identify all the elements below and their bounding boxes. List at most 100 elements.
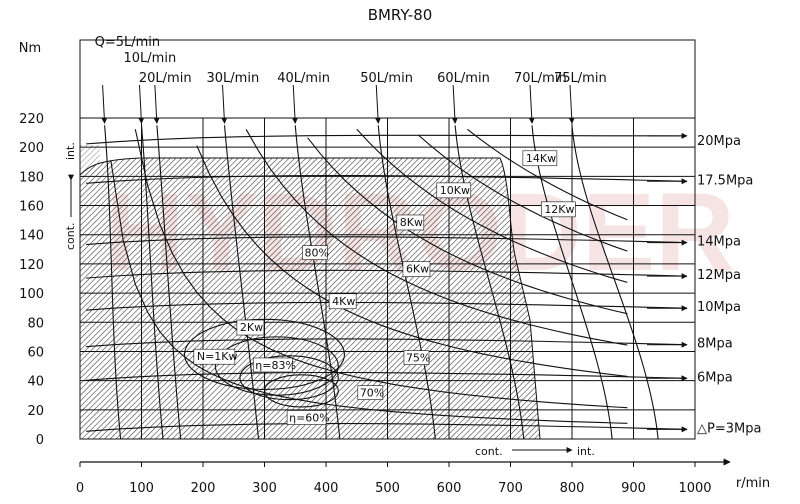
x-tick-label: 400 bbox=[314, 481, 339, 496]
power-label: 14Kw bbox=[526, 152, 556, 165]
flow-label: 70L/min bbox=[514, 71, 567, 86]
flow-arrow bbox=[138, 84, 145, 124]
y-tick-label: 40 bbox=[27, 375, 44, 390]
power-label-box: 14Kw bbox=[522, 150, 558, 167]
pressure-label: 6Mpa bbox=[697, 370, 733, 385]
x-axis-label: r/min bbox=[736, 476, 770, 491]
pressure-curve bbox=[86, 338, 688, 348]
x-tick-label: 600 bbox=[437, 481, 462, 496]
pressure-label: 20Mpa bbox=[697, 134, 741, 149]
chart-title: BMRY-80 bbox=[368, 6, 433, 24]
y-tick-label: 20 bbox=[27, 404, 44, 419]
power-labels: N=1Kw 2Kw 4Kw 6Kw 8Kw 10Kw 12Kw 14Kw bbox=[193, 150, 576, 365]
flow-curve bbox=[571, 125, 659, 440]
power-curve bbox=[307, 137, 628, 315]
y-tick-label: 220 bbox=[19, 112, 44, 127]
y-axis-label: Nm bbox=[19, 41, 41, 56]
efficiency-label-box: η=60% bbox=[286, 410, 330, 425]
y-tick-label: 200 bbox=[19, 141, 44, 156]
power-label-bg bbox=[236, 319, 265, 336]
flow-curve bbox=[156, 125, 182, 440]
efficiency-label: 75% bbox=[406, 352, 430, 365]
power-label-box: N=1Kw bbox=[193, 348, 238, 365]
flow-arrow bbox=[221, 84, 228, 124]
pressure-curve bbox=[86, 134, 688, 145]
power-label-bg bbox=[396, 214, 425, 231]
pressure-curve bbox=[86, 423, 688, 432]
flow-label: 60L/min bbox=[437, 71, 490, 86]
flow-arrow bbox=[451, 84, 458, 124]
power-label-bg bbox=[541, 201, 576, 218]
efficiency-label-bg bbox=[403, 350, 430, 365]
pressure-curve bbox=[86, 236, 688, 246]
efficiency-contour bbox=[263, 374, 339, 408]
power-curve bbox=[467, 128, 628, 221]
flow-arrow bbox=[291, 84, 298, 124]
x-tick-label: 900 bbox=[621, 481, 646, 496]
int-horizontal-label: int. bbox=[577, 445, 595, 458]
pressure-label: 17.5Mpa bbox=[697, 173, 753, 188]
flow-arrow bbox=[568, 84, 575, 124]
power-label-bg bbox=[402, 261, 431, 277]
pressure-label: △P=3Mpa bbox=[697, 421, 761, 436]
cont-vertical-label: cont. bbox=[64, 222, 77, 250]
x-tick-label: 100 bbox=[129, 481, 154, 496]
efficiency-label: 70% bbox=[360, 387, 384, 400]
chart-grid bbox=[79, 39, 696, 440]
power-label-box: 2Kw bbox=[236, 319, 265, 336]
flow-curve bbox=[140, 125, 164, 440]
efficiency-label-bg bbox=[252, 357, 293, 373]
y-tick-label: 180 bbox=[19, 170, 44, 185]
pressure-curve bbox=[86, 174, 688, 184]
power-curve bbox=[196, 145, 628, 377]
flow-curve bbox=[223, 125, 260, 440]
pressure-labels: 20Mpa 17.5Mpa 14Mpa 12Mpa 10Mpa 8Mpa 6Mpa △P=3M… bbox=[697, 134, 761, 436]
flow-arrow bbox=[101, 84, 108, 124]
power-curve bbox=[134, 129, 628, 409]
x-tick-label: 0 bbox=[76, 481, 84, 496]
y-tick-label: 0 bbox=[36, 433, 44, 448]
efficiency-label-box: 70% bbox=[357, 385, 384, 400]
power-label-box: 4Kw bbox=[328, 293, 357, 310]
intermittent-region bbox=[80, 145, 100, 175]
power-label-bg bbox=[328, 293, 357, 310]
continuous-region bbox=[79, 157, 541, 440]
power-curve bbox=[110, 160, 628, 424]
power-label: 6Kw bbox=[406, 263, 429, 276]
power-label-box: 10Kw bbox=[436, 182, 472, 199]
power-label-bg bbox=[436, 182, 472, 199]
y-tick-label: 160 bbox=[19, 200, 44, 215]
flow-arrow bbox=[153, 84, 160, 124]
power-label-box: 6Kw bbox=[402, 261, 431, 277]
x-axis-ticks: 0 100 200 300 400 500 600 700 800 900 1000 bbox=[76, 462, 712, 496]
x-tick-label: 300 bbox=[252, 481, 277, 496]
efficiency-label: η=60% bbox=[289, 411, 330, 424]
cont-horizontal-label: cont. bbox=[475, 445, 503, 458]
flow-arrow bbox=[374, 84, 381, 124]
y-tick-label: 60 bbox=[27, 345, 44, 360]
chart-curves bbox=[86, 84, 688, 440]
flow-curve bbox=[377, 125, 436, 440]
x-tick-label: 200 bbox=[191, 481, 216, 496]
efficiency-labels: 80% η=83% 75% 70% η=60% bbox=[252, 245, 430, 425]
power-label: 8Kw bbox=[400, 216, 423, 229]
efficiency-label-box: 80% bbox=[302, 245, 329, 260]
power-label: 12Kw bbox=[544, 203, 574, 216]
pressure-label: 14Mpa bbox=[697, 235, 741, 250]
pressure-curve bbox=[86, 269, 688, 279]
flow-curve bbox=[294, 125, 341, 440]
x-tick-label: 500 bbox=[375, 481, 400, 496]
power-curve bbox=[417, 134, 628, 252]
power-label-box: 12Kw bbox=[541, 201, 576, 218]
y-tick-label: 120 bbox=[19, 258, 44, 273]
flow-label: 40L/min bbox=[277, 71, 330, 86]
efficiency-label-box: 75% bbox=[403, 350, 430, 365]
flow-curve bbox=[454, 125, 525, 440]
power-label: N=1Kw bbox=[197, 350, 238, 363]
pressure-label: 10Mpa bbox=[697, 300, 741, 315]
efficiency-contour bbox=[239, 355, 339, 401]
flow-label: 30L/min bbox=[207, 71, 260, 86]
power-label-box: 8Kw bbox=[396, 214, 425, 231]
x-tick-label: 1000 bbox=[678, 481, 711, 496]
